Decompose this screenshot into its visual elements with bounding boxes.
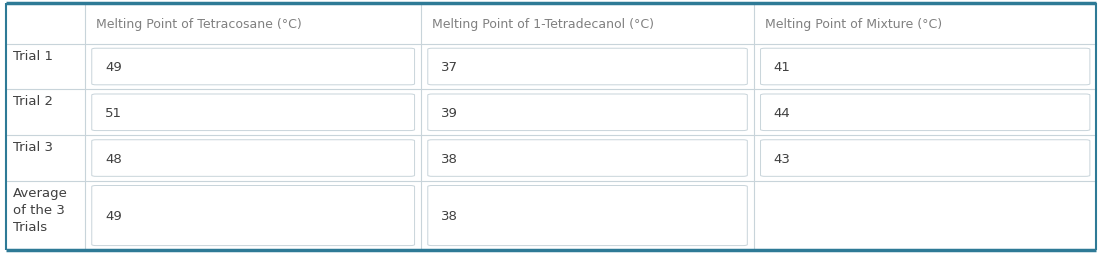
Text: 48: 48 [105,152,121,165]
Text: 38: 38 [441,209,458,222]
Text: Melting Point of Mixture (°C): Melting Point of Mixture (°C) [765,18,942,31]
Text: Trial 2: Trial 2 [13,95,53,108]
Text: 37: 37 [441,61,458,74]
Text: Trial 1: Trial 1 [13,50,53,62]
FancyBboxPatch shape [760,140,1090,177]
FancyBboxPatch shape [428,186,747,246]
Text: 39: 39 [441,106,458,119]
Text: 41: 41 [774,61,790,74]
Text: Average
of the 3
Trials: Average of the 3 Trials [13,186,68,233]
Text: 38: 38 [441,152,458,165]
FancyBboxPatch shape [91,186,414,246]
Text: Melting Point of Tetracosane (°C): Melting Point of Tetracosane (°C) [96,18,302,31]
Text: 49: 49 [105,61,121,74]
Text: 44: 44 [774,106,790,119]
Text: Melting Point of 1-Tetradecanol (°C): Melting Point of 1-Tetradecanol (°C) [432,18,655,31]
FancyBboxPatch shape [91,49,414,85]
FancyBboxPatch shape [91,140,414,177]
FancyBboxPatch shape [760,49,1090,85]
FancyBboxPatch shape [428,140,747,177]
Text: Trial 3: Trial 3 [13,141,53,154]
Text: 49: 49 [105,209,121,222]
FancyBboxPatch shape [91,95,414,131]
FancyBboxPatch shape [428,95,747,131]
Text: 51: 51 [105,106,122,119]
FancyBboxPatch shape [428,49,747,85]
Text: 43: 43 [774,152,790,165]
FancyBboxPatch shape [760,95,1090,131]
